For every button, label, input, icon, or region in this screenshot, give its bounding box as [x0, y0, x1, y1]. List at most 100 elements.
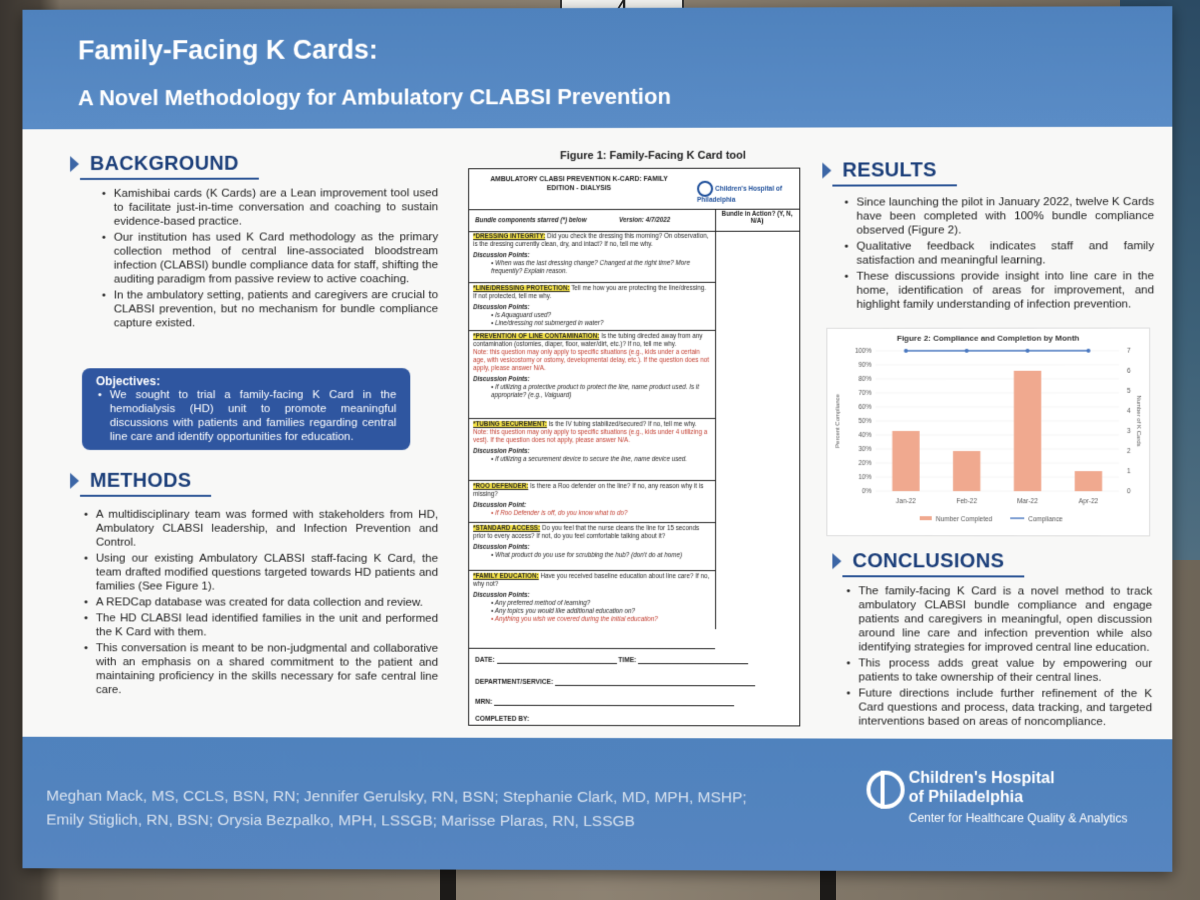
point-compliance	[904, 349, 908, 353]
bar-number-completed	[1075, 471, 1102, 491]
list-item: This process adds great value by empower…	[858, 656, 1152, 685]
point-compliance	[1086, 349, 1090, 353]
list-item: Using our existing Ambulatory CLABSI sta…	[96, 552, 438, 594]
field-line	[638, 663, 748, 664]
list-item: Future directions include further refine…	[858, 686, 1152, 729]
legend-swatch	[920, 516, 932, 520]
k-card-discussion-point: • What product do you use for scrubbing …	[473, 552, 711, 560]
footer-banner: Meghan Mack, MS, CCLS, BSN, RN; Jennifer…	[22, 737, 1172, 872]
field-label: DEPARTMENT/SERVICE:	[475, 679, 553, 686]
y-axis-label: Percent Compliance	[835, 393, 841, 448]
mrn-field: MRN:	[475, 699, 734, 706]
heading-underline	[80, 495, 211, 497]
y2-tick-label: 1	[1127, 468, 1131, 475]
hospital-name: Children's Hospital of Philadelphia	[909, 769, 1055, 807]
hospital-name-line: of Philadelphia	[909, 788, 1055, 807]
y-tick-label: 30%	[858, 446, 871, 453]
field-line	[555, 685, 755, 686]
completed-by-field: COMPLETED BY:	[475, 716, 529, 723]
chevron-icon	[832, 553, 841, 569]
k-card-logo: Children's Hospital of Philadelphia	[697, 181, 799, 204]
authors-line: Emily Stiglich, RN, BSN; Orysia Bezpalko…	[46, 809, 746, 835]
field-line	[494, 705, 734, 706]
x-tick-label: Feb-22	[956, 498, 977, 505]
x-tick-label: Apr-22	[1079, 498, 1099, 505]
y-tick-label: 100%	[855, 348, 872, 355]
y-tick-label: 20%	[858, 460, 871, 467]
y-tick-label: 90%	[858, 362, 871, 369]
field-label: DATE:	[475, 657, 495, 664]
field-line	[497, 663, 617, 664]
list-item: This conversation is meant to be non-jud…	[96, 641, 438, 697]
y2-tick-label: 7	[1127, 348, 1131, 355]
bundle-note: Bundle components starred (*) below	[475, 217, 586, 224]
k-card-item-label: *DRESSING INTEGRITY:	[473, 233, 545, 240]
y-tick-label: 0%	[862, 488, 872, 495]
bar-number-completed	[1014, 371, 1041, 491]
k-card-item-label: *PREVENTION OF LINE CONTAMINATION:	[473, 333, 599, 340]
point-compliance	[965, 349, 969, 353]
conclusions-heading-text: CONCLUSIONS	[852, 550, 1004, 572]
chart-svg: Figure 2: Compliance and Completion by M…	[827, 329, 1149, 536]
y2-tick-label: 4	[1127, 408, 1131, 415]
k-card-question: *FAMILY EDUCATION: Have you received bas…	[473, 573, 711, 589]
k-card-item-label: *TUBING SECUREMENT:	[473, 421, 547, 428]
compliance-chart: Figure 2: Compliance and Completion by M…	[826, 328, 1150, 537]
k-card-question-text: Is the IV tubing stabilized/secured? If …	[547, 421, 697, 428]
field-label: TIME:	[618, 657, 636, 664]
k-card-note: Note: this question may only apply to sp…	[473, 429, 711, 445]
chevron-icon	[70, 473, 79, 489]
methods-heading-text: METHODS	[90, 470, 191, 492]
k-card-row: *ROO DEFENDER: Is there a Roo defender o…	[469, 481, 715, 523]
list-item: The HD CLABSI lead identified families i…	[96, 611, 438, 639]
heading-underline	[832, 184, 956, 186]
chevron-icon	[70, 156, 79, 172]
chop-logo-icon	[866, 771, 904, 809]
background-heading-text: BACKGROUND	[90, 153, 239, 175]
date-field: DATE: TIME:	[475, 657, 748, 664]
objectives-text: We sought to trial a family-facing K Car…	[96, 388, 396, 444]
k-card-discussion-label: Discussion Points:	[473, 592, 711, 600]
poster-title: Family-Facing K Cards:	[78, 35, 378, 67]
y-tick-label: 40%	[858, 432, 871, 439]
objectives-heading: Objectives:	[96, 374, 396, 388]
k-card-discussion-point: • If utilizing a securement device to se…	[473, 456, 711, 464]
background-list: Kamishibai cards (K Cards) are a Lean im…	[100, 186, 438, 332]
k-card-discussion-label: Discussion Points:	[473, 304, 711, 312]
results-list: Since launching the pilot in January 202…	[842, 195, 1154, 314]
k-card-title: AMBULATORY CLABSI PREVENTION K-CARD: FAM…	[479, 175, 679, 193]
list-item: In the ambulatory setting, patients and …	[114, 288, 438, 330]
background-heading: BACKGROUND	[90, 153, 239, 176]
y-tick-label: 10%	[858, 474, 871, 481]
chart-title: Figure 2: Compliance and Completion by M…	[897, 334, 1080, 343]
k-card-header: AMBULATORY CLABSI PREVENTION K-CARD: FAM…	[469, 169, 799, 211]
k-card-row: *TUBING SECUREMENT: Is the IV tubing sta…	[469, 419, 715, 481]
k-card-question: *LINE/DRESSING PROTECTION: Tell me how y…	[473, 285, 711, 301]
k-card-row: *FAMILY EDUCATION: Have you received bas…	[469, 571, 715, 649]
results-heading-text: RESULTS	[842, 159, 936, 181]
figure1-caption: Figure 1: Family-Facing K Card tool	[560, 150, 746, 162]
methods-heading: METHODS	[90, 470, 191, 493]
results-heading: RESULTS	[842, 159, 936, 182]
chop-logo-icon	[697, 181, 713, 197]
k-card-discussion-label: Discussion Points:	[473, 376, 711, 384]
k-card-row: *STANDARD ACCESS: Do you feel that the n…	[469, 523, 715, 571]
k-card-row: *DRESSING INTEGRITY: Did you check the d…	[469, 231, 715, 283]
k-card-question: *TUBING SECUREMENT: Is the IV tubing sta…	[473, 421, 711, 429]
y2-axis-label: Number of K Cards	[1135, 395, 1141, 446]
center-name: Center for Healthcare Quality & Analytic…	[909, 811, 1128, 826]
heading-underline	[842, 575, 1024, 577]
bar-number-completed	[892, 431, 919, 491]
heading-underline	[80, 178, 259, 180]
authors-line: Meghan Mack, MS, CCLS, BSN, RN; Jennifer…	[46, 785, 746, 811]
k-card-discussion-point: • When was the last dressing change? Cha…	[473, 260, 711, 276]
list-item: Kamishibai cards (K Cards) are a Lean im…	[114, 186, 438, 228]
y-tick-label: 60%	[858, 404, 871, 411]
k-card-figure: AMBULATORY CLABSI PREVENTION K-CARD: FAM…	[468, 168, 800, 727]
list-item: Our institution has used K Card methodol…	[114, 230, 438, 286]
legend-label: Number Completed	[936, 516, 993, 523]
list-item: The family-facing K Card is a novel meth…	[858, 584, 1152, 655]
k-card-discussion-point: • If utilizing a protective product to p…	[473, 384, 711, 400]
k-card-column-divider	[715, 209, 716, 629]
k-card-item-label: *LINE/DRESSING PROTECTION:	[473, 285, 569, 292]
